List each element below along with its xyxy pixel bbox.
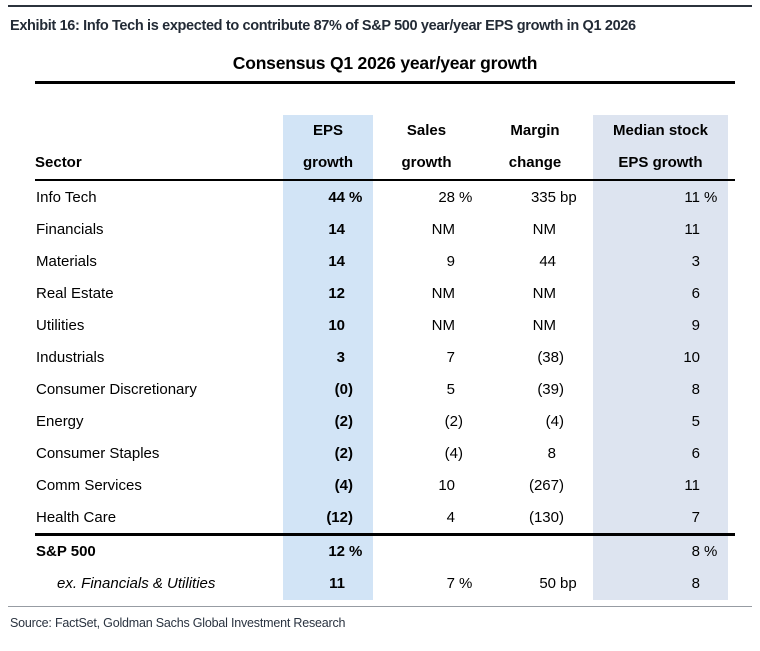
table-row: Consumer Discretionary (0) 5 (39) 8 (35, 373, 735, 405)
sales-growth-cell: NM (431, 316, 455, 334)
median-eps-growth-cell: 6 (593, 277, 728, 309)
source-note: Source: FactSet, Goldman Sachs Global In… (10, 615, 346, 630)
margin-change-cell: NM (532, 220, 556, 238)
column-header-sector-label: Sector (35, 154, 82, 171)
median-eps-growth-cell: 8 (593, 567, 728, 600)
eps-growth-cell: (2) (283, 405, 373, 437)
median-eps-growth-cell: 11 (593, 469, 728, 501)
sales-growth-cell: 4 (446, 508, 455, 526)
margin-change-cell: 50 bp (539, 575, 577, 592)
sales-growth-cell (373, 536, 480, 568)
median-eps-growth-cell: 7 (593, 501, 728, 533)
median-eps-growth-cell: 6 (593, 437, 728, 469)
growth-table: Sector EPS growth Sales growth Margin ch… (35, 114, 735, 600)
margin-change-cell: 335 bp (530, 188, 577, 206)
column-header-eps-growth: EPS growth (283, 114, 373, 179)
eps-growth-cell: (4) (283, 469, 373, 501)
sector-cell: Energy (36, 412, 84, 430)
table-row: Financials 14 NM NM 11 (35, 213, 735, 245)
sales-growth-cell: 7% (446, 575, 473, 592)
table-row: ex. Financials & Utilities 11 7% 50 bp 8 (35, 567, 735, 600)
median-eps-growth-cell: 5 (593, 405, 728, 437)
eps-growth-cell: 12% (283, 535, 373, 568)
sales-growth-cell: (2) (444, 412, 463, 430)
margin-change-cell: (38) (537, 348, 564, 366)
eps-growth-cell: 12 (283, 277, 373, 309)
table-row: Health Care (12) 4 (130) 7 (35, 501, 735, 533)
table-row: Real Estate 12 NM NM 6 (35, 277, 735, 309)
eps-growth-cell: 14 (283, 213, 373, 245)
sector-cell: Real Estate (36, 284, 114, 302)
median-eps-growth-cell: 11% (593, 181, 728, 213)
sales-growth-cell: (4) (444, 444, 463, 462)
eps-growth-cell: 3 (283, 341, 373, 373)
table-body: Info Tech 44% 28% 335 bp 11% Financials 1… (35, 181, 735, 533)
figure-title: Consensus Q1 2026 year/year growth (232, 53, 538, 73)
table-row: Comm Services (4) 10 (267) 11 (35, 469, 735, 501)
eps-growth-cell: 14 (283, 245, 373, 277)
median-eps-growth-cell: 11 (593, 213, 728, 245)
median-eps-growth-cell: 10 (593, 341, 728, 373)
sector-cell: Health Care (36, 508, 117, 526)
table-row: Energy (2) (2) (4) 5 (35, 405, 735, 437)
sector-cell: Materials (36, 252, 97, 270)
margin-change-cell: (130) (528, 508, 564, 526)
median-eps-growth-cell: 8 (593, 373, 728, 405)
median-eps-growth-cell: 3 (593, 245, 728, 277)
column-header-sector: Sector (35, 115, 283, 179)
sales-growth-cell: 9 (446, 252, 455, 270)
column-header-median-eps-growth: Median stock EPS growth (593, 114, 728, 179)
sector-cell: Consumer Discretionary (36, 380, 197, 398)
figure: Consensus Q1 2026 year/year growth Secto… (35, 53, 735, 600)
source-rule (8, 605, 752, 607)
sector-cell: Industrials (36, 348, 105, 366)
margin-change-cell: (4) (545, 412, 564, 430)
table-summary: S&P 500 12% 8% ex. Financials & Utilitie… (35, 535, 735, 600)
eps-growth-cell: (12) (283, 501, 373, 533)
margin-change-cell: (39) (537, 380, 564, 398)
median-eps-growth-cell: 9 (593, 309, 728, 341)
margin-change-cell: 44 (539, 252, 556, 270)
summary-rule (35, 533, 735, 536)
margin-change-cell: (267) (528, 476, 564, 494)
table-row: Materials 14 9 44 3 (35, 245, 735, 277)
title-rule (35, 81, 735, 84)
sales-growth-cell: 7 (446, 348, 455, 366)
eps-growth-cell: 44% (283, 181, 373, 213)
sector-cell: Info Tech (36, 188, 97, 206)
sales-growth-cell: 10 (438, 476, 455, 494)
sector-cell: S&P 500 (36, 543, 96, 560)
eps-growth-cell: 11 (283, 567, 373, 600)
table-row: Info Tech 44% 28% 335 bp 11% (35, 181, 735, 213)
exhibit-title: Exhibit 16: Info Tech is expected to con… (10, 18, 636, 34)
eps-growth-cell: (0) (283, 373, 373, 405)
sector-cell: ex. Financials & Utilities (57, 575, 216, 592)
table-header-row: Sector EPS growth Sales growth Margin ch… (35, 114, 735, 179)
sales-growth-cell: 28% (438, 188, 473, 206)
sales-growth-cell: 5 (446, 380, 455, 398)
column-header-margin-change: Margin change (508, 122, 562, 171)
sector-cell: Comm Services (36, 476, 142, 494)
margin-change-cell (480, 536, 590, 568)
sales-growth-cell: NM (431, 220, 455, 238)
header-rule (35, 178, 735, 181)
median-eps-growth-cell: 8% (593, 535, 728, 568)
table-row: Utilities 10 NM NM 9 (35, 309, 735, 341)
margin-change-cell: NM (532, 284, 556, 302)
column-header-sales-growth: Sales growth (401, 122, 452, 171)
top-rule (8, 5, 752, 7)
table-row: Consumer Staples (2) (4) 8 6 (35, 437, 735, 469)
eps-growth-cell: (2) (283, 437, 373, 469)
margin-change-cell: 8 (547, 444, 556, 462)
sector-cell: Financials (36, 220, 104, 238)
eps-growth-cell: 10 (283, 309, 373, 341)
table-row: Industrials 3 7 (38) 10 (35, 341, 735, 373)
table-row: S&P 500 12% 8% (35, 535, 735, 568)
sector-cell: Consumer Staples (36, 444, 160, 462)
margin-change-cell: NM (532, 316, 556, 334)
sales-growth-cell: NM (431, 284, 455, 302)
sector-cell: Utilities (36, 316, 85, 334)
